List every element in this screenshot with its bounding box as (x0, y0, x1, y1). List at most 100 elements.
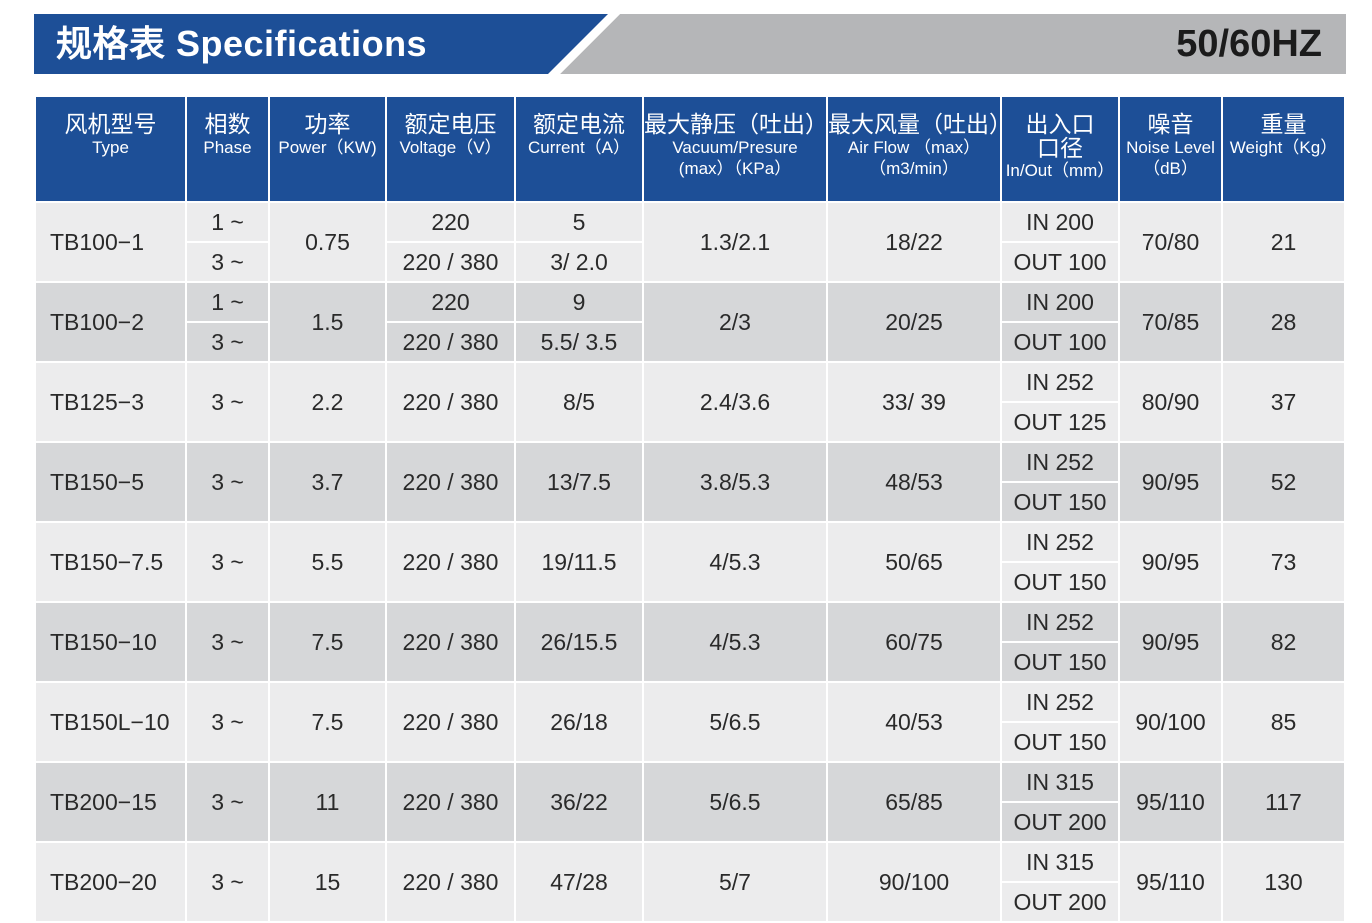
cell-noise: 90/95 (1118, 521, 1223, 603)
cell-airflow: 33/ 39 (826, 361, 1002, 443)
cell-current: 19/11.5 (514, 521, 644, 603)
header-type-cn: 风机型号 (64, 111, 157, 137)
table-row: TB100−2 1 ~1.5 220 9 2/3 20/25 IN 200 70/85 28 (36, 281, 1344, 363)
cell-out: OUT 150 (1001, 721, 1119, 763)
header-voltage-cn: 额定电压 (404, 111, 497, 137)
cell-weight: 28 (1221, 281, 1344, 363)
cell-current: 5 (514, 201, 644, 243)
cell-pressure: 5/6.5 (642, 681, 828, 763)
header-noise-en: Noise Level (1126, 138, 1215, 157)
table-row-sub: OUT 200 (36, 801, 1344, 843)
cell-in: IN 252 (1000, 521, 1120, 563)
header-pressure: 最大静压（吐出） Vacuum/Presure (max）（KPa） (642, 97, 828, 202)
cell-noise: 90/95 (1118, 601, 1223, 683)
cell-pressure: 2.4/3.6 (642, 361, 828, 443)
cell-phase: 3 ~ (186, 321, 270, 363)
cell-power: 7.5 (268, 601, 387, 683)
header-phase: 相数 Phase (185, 97, 270, 202)
frequency-label: 50/60HZ (1176, 23, 1322, 65)
title-banner: 规格表 Specifications 50/60HZ (34, 14, 1346, 74)
cell-type: TB100−2 (36, 281, 187, 363)
cell-current: 9 (514, 281, 644, 323)
cell-weight: 82 (1221, 601, 1344, 683)
header-phase-en: Phase (203, 138, 252, 157)
cell-weight: 130 (1221, 841, 1344, 923)
table-row: TB150−7.5 3 ~5.5 220 / 380 19/11.5 4/5.3 50/6… (36, 521, 1344, 603)
cell-airflow: 20/25 (826, 281, 1002, 363)
header-current-cn: 额定电流 (533, 111, 625, 137)
cell-pressure: 2/3 (642, 281, 828, 363)
cell-pressure: 4/5.3 (642, 521, 828, 603)
cell-airflow: 48/53 (826, 441, 1002, 523)
cell-phase: 3 ~ (185, 761, 270, 843)
cell-out: OUT 150 (1001, 481, 1119, 523)
cell-pressure: 1.3/2.1 (642, 201, 828, 283)
cell-in: IN 252 (1000, 361, 1120, 403)
header-type-en: Type (92, 138, 129, 157)
header-airflow-cn: 最大风量（吐出） (828, 111, 1001, 137)
cell-current: 13/7.5 (514, 441, 644, 523)
cell-power: 3.7 (268, 441, 387, 523)
header-pressure-en: Vacuum/Presure (672, 138, 798, 157)
cell-noise: 70/80 (1118, 201, 1223, 283)
cell-current: 26/18 (514, 681, 644, 763)
cell-voltage: 220 / 380 (385, 321, 516, 363)
table-row: TB200−20 3 ~15 220 / 380 47/28 5/7 90/100 IN 3… (36, 841, 1344, 923)
cell-voltage: 220 / 380 (385, 241, 516, 283)
specifications-table: 风机型号 Type 相数 Phase 功率 Power（KW) 额定电压 Voltage（V）… (36, 97, 1344, 923)
header-inout: 出入口 口径 In/Out（mm） (1000, 97, 1120, 202)
cell-type: TB125−3 (36, 361, 187, 443)
cell-phase: 3 ~ (186, 241, 270, 283)
table-row-sub: 3 ~ 220 / 380 5.5/ 3.5 OUT 100 (36, 321, 1344, 363)
cell-power: 2.2 (268, 361, 387, 443)
header-inout-en: In/Out（mm） (1005, 161, 1115, 180)
cell-noise: 95/110 (1118, 841, 1223, 923)
header-type: 风机型号 Type (36, 97, 187, 202)
cell-voltage: 220 / 380 (385, 761, 516, 843)
cell-power: 5.5 (268, 521, 387, 603)
header-voltage: 额定电压 Voltage（V） (385, 97, 516, 202)
cell-voltage: 220 (385, 201, 516, 243)
cell-airflow: 50/65 (826, 521, 1002, 603)
cell-type: TB100−1 (36, 201, 187, 283)
header-weight: 重量 Weight（Kg） (1221, 97, 1344, 202)
cell-pressure: 5/7 (642, 841, 828, 923)
cell-type: TB200−15 (36, 761, 187, 843)
cell-voltage: 220 (385, 281, 516, 323)
cell-current: 26/15.5 (514, 601, 644, 683)
header-inout-cn2: 口径 (1037, 135, 1083, 161)
cell-airflow: 90/100 (826, 841, 1002, 923)
cell-phase: 3 ~ (185, 361, 270, 443)
cell-voltage: 220 / 380 (385, 601, 516, 683)
table-row: TB200−15 3 ~11 220 / 380 36/22 5/6.5 65/85 IN … (36, 761, 1344, 843)
table-row-sub: OUT 150 (36, 641, 1344, 683)
table-row: TB150−10 3 ~7.5 220 / 380 26/15.5 4/5.3 60/75… (36, 601, 1344, 683)
cell-out: OUT 150 (1001, 641, 1119, 683)
table-row: TB150L−10 3 ~7.5 220 / 380 26/18 5/6.5 40/53 I… (36, 681, 1344, 763)
cell-in: IN 315 (1000, 761, 1120, 803)
header-voltage-en: Voltage（V） (399, 138, 502, 157)
cell-pressure: 5/6.5 (642, 761, 828, 843)
banner-shape (34, 14, 1346, 74)
header-airflow: 最大风量（吐出） Air Flow （max） （m3/min） (826, 97, 1002, 202)
cell-power: 0.75 (268, 201, 387, 283)
cell-power: 15 (268, 841, 387, 923)
cell-noise: 80/90 (1118, 361, 1223, 443)
cell-type: TB150−10 (36, 601, 187, 683)
cell-out: OUT 150 (1001, 561, 1119, 603)
cell-weight: 37 (1221, 361, 1344, 443)
cell-type: TB150L−10 (36, 681, 187, 763)
header-weight-en: Weight（Kg） (1229, 138, 1338, 157)
cell-weight: 85 (1221, 681, 1344, 763)
cell-out: OUT 125 (1001, 401, 1119, 443)
header-current: 额定电流 Current（A） (514, 97, 644, 202)
header-noise-cn: 噪音 (1147, 111, 1194, 137)
cell-power: 7.5 (268, 681, 387, 763)
header-noise: 噪音 Noise Level （dB） (1118, 97, 1223, 202)
cell-in: IN 252 (1000, 441, 1120, 483)
cell-noise: 90/95 (1118, 441, 1223, 523)
cell-voltage: 220 / 380 (385, 681, 516, 763)
cell-phase: 3 ~ (185, 601, 270, 683)
cell-voltage: 220 / 380 (385, 521, 516, 603)
cell-noise: 90/100 (1118, 681, 1223, 763)
